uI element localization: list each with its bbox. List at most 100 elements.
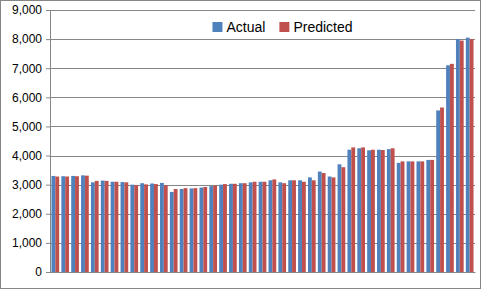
bar <box>259 182 263 272</box>
bar <box>239 183 243 272</box>
y-tick-mark <box>46 68 50 69</box>
bar <box>91 182 95 272</box>
y-tick-label: 3,000 <box>12 178 42 192</box>
bar <box>347 150 351 272</box>
y-tick-mark <box>46 243 50 244</box>
bar <box>401 161 405 272</box>
legend-item: Predicted <box>279 19 352 35</box>
y-tick: 8,000 <box>12 32 50 46</box>
y-tick-label: 5,000 <box>12 120 42 134</box>
grid-line <box>50 10 475 11</box>
bar <box>134 185 138 272</box>
bar <box>456 39 460 272</box>
bar <box>298 180 302 272</box>
bar <box>263 182 267 272</box>
bar <box>367 150 371 272</box>
bar <box>144 184 148 272</box>
bar-series <box>51 38 469 272</box>
bar <box>426 160 430 272</box>
plot: 0 1,000 2,000 3,000 4,000 5,000 6,000 7,000 8,00… <box>12 3 476 279</box>
bar <box>164 185 168 272</box>
bar <box>61 176 65 272</box>
bar <box>308 177 312 272</box>
bar <box>180 189 184 272</box>
bar <box>338 164 342 272</box>
y-tick: 4,000 <box>12 149 50 163</box>
bar <box>174 189 178 272</box>
y-tick-label: 1,000 <box>12 236 42 250</box>
bar <box>322 173 326 272</box>
bar <box>223 184 227 272</box>
y-tick: 2,000 <box>12 207 50 221</box>
bar <box>292 180 296 272</box>
bar <box>75 176 79 272</box>
y-tick-mark <box>46 10 50 11</box>
bar <box>253 182 257 272</box>
grid-line <box>50 68 475 69</box>
bar <box>332 177 336 272</box>
chart-svg: 0 1,000 2,000 3,000 4,000 5,000 6,000 7,000 8,00… <box>0 0 481 289</box>
y-tick-label: 2,000 <box>12 207 42 221</box>
y-tick: 6,000 <box>12 91 50 105</box>
bar <box>387 149 391 272</box>
y-tick-mark <box>46 39 50 40</box>
chart-container: 0 1,000 2,000 3,000 4,000 5,000 6,000 7,000 8,00… <box>0 0 481 289</box>
y-axis: 0 1,000 2,000 3,000 4,000 5,000 6,000 7,000 8,00… <box>12 3 51 279</box>
bar <box>193 188 197 272</box>
legend-swatch <box>279 22 289 32</box>
y-tick-mark <box>46 97 50 98</box>
bar <box>111 182 115 272</box>
bar <box>51 176 55 272</box>
legend-swatch <box>212 22 222 32</box>
bar <box>446 65 450 272</box>
bar <box>302 182 306 272</box>
bar <box>85 176 89 272</box>
bar <box>440 108 444 272</box>
y-tick-mark <box>46 272 50 273</box>
y-tick: 1,000 <box>12 236 50 250</box>
y-tick-label: 0 <box>35 265 42 279</box>
bar <box>430 160 434 272</box>
bar <box>470 39 474 272</box>
y-tick: 0 <box>35 265 50 279</box>
y-tick-mark <box>46 214 50 215</box>
chart-frame <box>1 1 481 289</box>
bar <box>160 183 164 272</box>
bar <box>150 184 154 272</box>
bar <box>170 192 174 272</box>
grid-line <box>50 156 475 157</box>
bar <box>269 180 273 272</box>
bar <box>357 148 361 272</box>
y-tick-label: 6,000 <box>12 91 42 105</box>
bar-series <box>55 39 473 272</box>
bar <box>124 182 128 272</box>
x-axis-line <box>51 272 476 273</box>
grid-line <box>50 272 475 273</box>
bar <box>243 183 247 272</box>
bars <box>51 38 473 272</box>
bar <box>229 184 233 272</box>
y-tick: 7,000 <box>12 62 50 76</box>
bar <box>371 150 375 272</box>
bar <box>55 177 59 272</box>
bar <box>288 180 292 272</box>
y-tick-label: 8,000 <box>12 32 42 46</box>
y-tick: 3,000 <box>12 178 50 192</box>
grid <box>50 11 475 273</box>
y-tick-label: 9,000 <box>12 3 42 17</box>
bar <box>450 64 454 272</box>
bar <box>391 148 395 272</box>
x-axis <box>51 272 476 274</box>
bar <box>361 147 365 272</box>
bar <box>278 182 282 272</box>
grid-line <box>50 97 475 98</box>
bar <box>466 38 470 272</box>
bar <box>105 181 109 272</box>
bar <box>219 185 223 272</box>
bar <box>318 172 322 272</box>
bar <box>436 110 440 272</box>
bar <box>381 150 385 272</box>
bar <box>233 184 237 272</box>
bar <box>130 185 134 272</box>
bar <box>213 186 217 272</box>
